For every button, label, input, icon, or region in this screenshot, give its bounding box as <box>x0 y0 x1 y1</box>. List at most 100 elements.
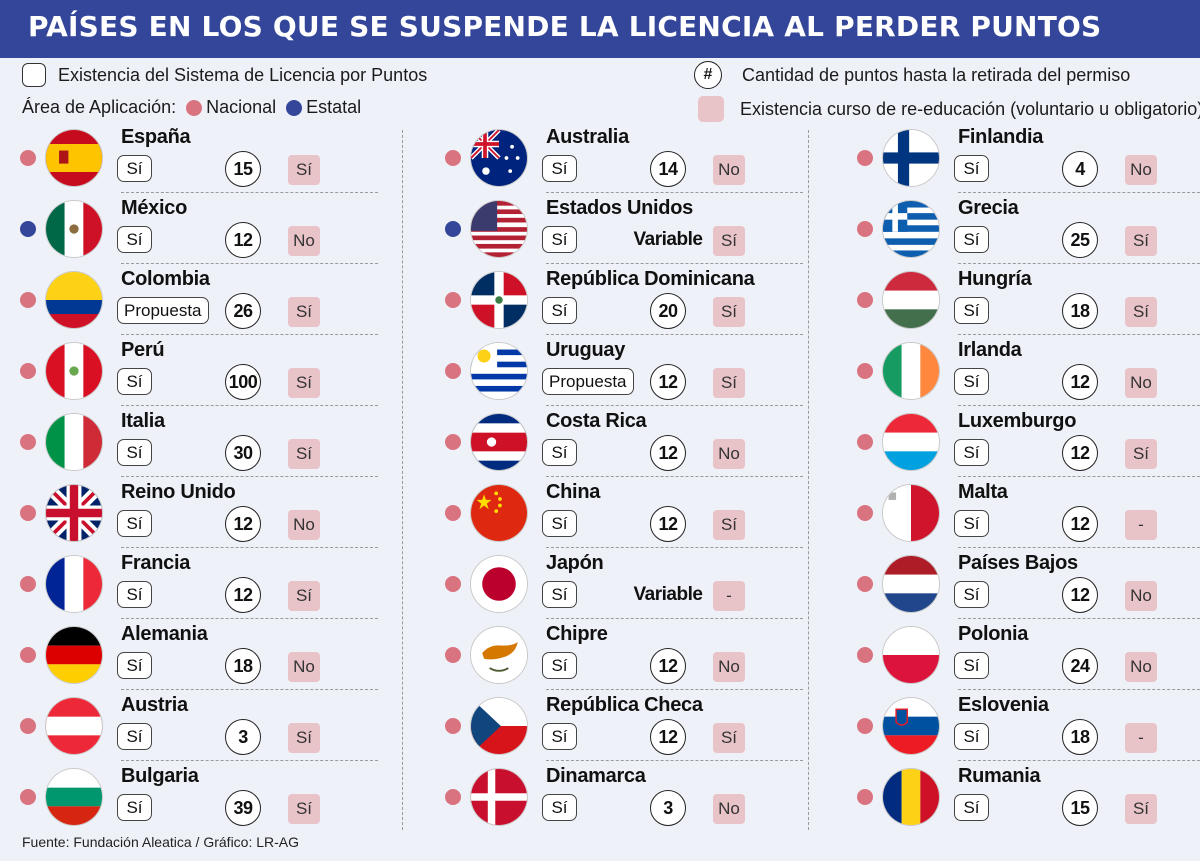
czech-flag-icon <box>471 698 527 754</box>
country-name: Finlandia <box>958 126 1044 148</box>
course-badge: - <box>713 581 745 611</box>
course-swatch-icon <box>698 96 724 122</box>
country-row: Estados Unidos Sí Variable Sí <box>445 197 805 271</box>
points-badge: 12 <box>650 435 686 471</box>
row-separator <box>121 476 378 477</box>
germany-flag-icon <box>46 627 102 683</box>
country-name: Bulgaria <box>121 765 199 787</box>
column-divider <box>808 130 809 830</box>
country-row: Irlanda Sí 12 No <box>857 339 1200 413</box>
legend-points-label: Cantidad de puntos hasta la retirada del… <box>742 64 1131 85</box>
country-name: Uruguay <box>546 339 626 361</box>
greece-flag-icon <box>883 201 939 257</box>
mexico-flag-icon <box>46 201 102 257</box>
system-status-badge: Sí <box>117 794 152 821</box>
country-name: Alemania <box>121 623 208 645</box>
area-dot-icon <box>857 221 873 237</box>
area-dot-icon <box>20 718 36 734</box>
row-separator <box>958 618 1200 619</box>
row-separator <box>958 760 1200 761</box>
course-badge: No <box>288 510 320 540</box>
row-separator <box>546 192 803 193</box>
course-badge: No <box>713 652 745 682</box>
finland-flag-icon <box>883 130 939 186</box>
system-status-badge: Sí <box>542 226 577 253</box>
australia-flag-icon <box>471 130 527 186</box>
system-status-badge: Sí <box>542 510 577 537</box>
legend-area-label: Área de Aplicación: <box>22 97 177 117</box>
country-name: Irlanda <box>958 339 1022 361</box>
legend-area: Área de Aplicación: Nacional Estatal <box>22 97 361 118</box>
points-badge: 25 <box>1062 222 1098 258</box>
points-badge: 3 <box>225 719 261 755</box>
row-separator <box>546 263 803 264</box>
system-status-badge: Sí <box>954 581 989 608</box>
country-name: Australia <box>546 126 629 148</box>
country-row: Luxemburgo Sí 12 Sí <box>857 410 1200 484</box>
country-name: Polonia <box>958 623 1029 645</box>
country-name: Dinamarca <box>546 765 646 787</box>
points-badge: 12 <box>1062 506 1098 542</box>
country-row: China Sí 12 Sí <box>445 481 805 555</box>
course-badge: Sí <box>1125 226 1157 256</box>
country-row: Dinamarca Sí 3 No <box>445 765 805 839</box>
country-row: Finlandia Sí 4 No <box>857 126 1200 200</box>
area-dot-icon <box>20 647 36 663</box>
country-row: Colombia Propuesta 26 Sí <box>20 268 380 342</box>
area-dot-icon <box>445 363 461 379</box>
legend-course: Existencia curso de re-educación (volunt… <box>698 96 1200 122</box>
points-badge: 15 <box>1062 790 1098 826</box>
poland-flag-icon <box>883 627 939 683</box>
country-name: Austria <box>121 694 188 716</box>
country-name: Rumania <box>958 765 1041 787</box>
spain-flag-icon <box>46 130 102 186</box>
system-box-icon <box>22 63 46 87</box>
row-separator <box>121 405 378 406</box>
costa-rica-flag-icon <box>471 414 527 470</box>
country-row: Italia Sí 30 Sí <box>20 410 380 484</box>
netherlands-flag-icon <box>883 556 939 612</box>
row-separator <box>958 476 1200 477</box>
system-status-badge: Sí <box>954 226 989 253</box>
system-status-badge: Sí <box>117 723 152 750</box>
area-dot-icon <box>857 150 873 166</box>
area-dot-icon <box>20 150 36 166</box>
course-badge: No <box>288 652 320 682</box>
country-row: Costa Rica Sí 12 No <box>445 410 805 484</box>
course-badge: Sí <box>1125 794 1157 824</box>
area-dot-icon <box>857 576 873 592</box>
points-badge: 39 <box>225 790 261 826</box>
row-separator <box>958 263 1200 264</box>
points-badge: 18 <box>225 648 261 684</box>
course-badge: No <box>1125 652 1157 682</box>
country-row: Grecia Sí 25 Sí <box>857 197 1200 271</box>
points-badge: Variable <box>633 584 703 605</box>
row-separator <box>121 334 378 335</box>
course-badge: Sí <box>288 794 320 824</box>
points-circle-icon: # <box>694 61 722 89</box>
row-separator <box>958 405 1200 406</box>
row-separator <box>958 334 1200 335</box>
points-badge: 20 <box>650 293 686 329</box>
column-divider <box>402 130 403 830</box>
points-badge: 14 <box>650 151 686 187</box>
country-row: República Dominicana Sí 20 Sí <box>445 268 805 342</box>
system-status-badge: Sí <box>954 510 989 537</box>
country-name: China <box>546 481 601 503</box>
source-note: Fuente: Fundación Aleatica / Gráfico: LR… <box>22 834 300 850</box>
system-status-badge: Sí <box>117 439 152 466</box>
area-dot-icon <box>20 221 36 237</box>
row-separator <box>121 689 378 690</box>
area-dot-icon <box>20 434 36 450</box>
points-badge: 12 <box>1062 577 1098 613</box>
title-bar: PAÍSES EN LOS QUE SE SUSPENDE LA LICENCI… <box>0 0 1200 58</box>
system-status-badge: Sí <box>954 297 989 324</box>
system-status-badge: Sí <box>542 723 577 750</box>
country-row: Alemania Sí 18 No <box>20 623 380 697</box>
country-name: Costa Rica <box>546 410 647 432</box>
country-name: República Checa <box>546 694 703 716</box>
row-separator <box>546 334 803 335</box>
system-status-badge: Sí <box>117 510 152 537</box>
area-dot-icon <box>857 789 873 805</box>
system-status-badge: Sí <box>954 439 989 466</box>
